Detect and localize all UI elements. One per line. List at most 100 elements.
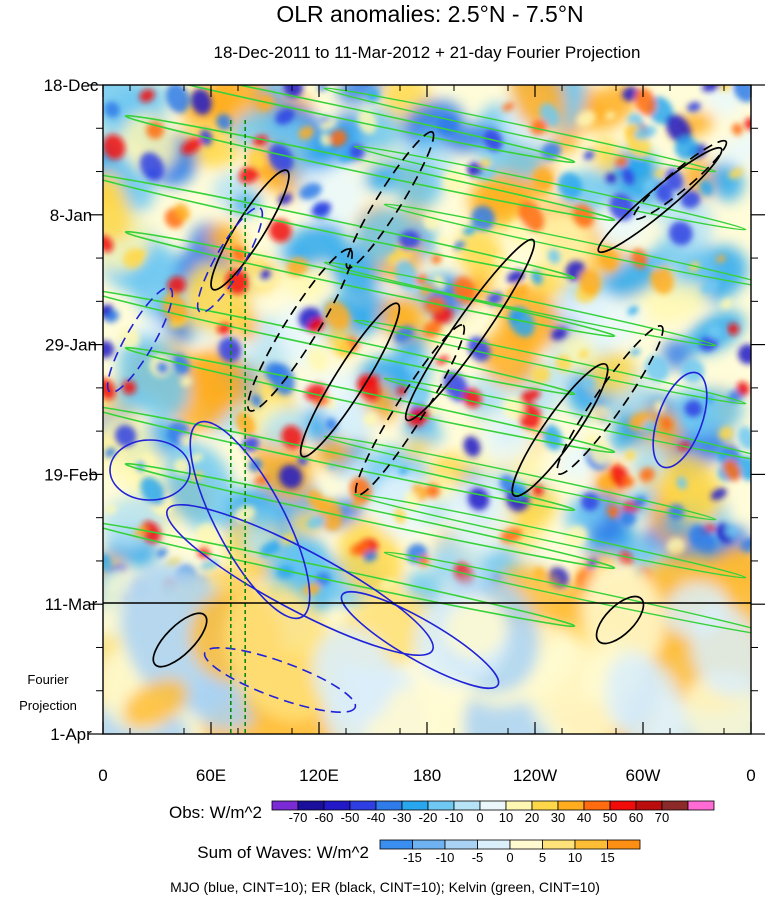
- x-tick-label: 120E: [299, 766, 339, 785]
- colorbar-swatch: [531, 800, 559, 811]
- colorbar-tick-label: 60: [629, 810, 643, 825]
- colorbar-tick-label: 40: [577, 810, 591, 825]
- anomaly-blob: [530, 365, 551, 385]
- anomaly-blob: [576, 110, 596, 127]
- anomaly-blob: [311, 201, 332, 217]
- anomaly-blob: [139, 152, 165, 181]
- er-contour: [354, 324, 466, 496]
- anomaly-blob: [639, 467, 655, 482]
- anomaly-blob: [190, 88, 212, 115]
- anomaly-blob: [119, 327, 140, 350]
- anomaly-blob: [156, 548, 168, 558]
- er-contour: [632, 139, 728, 221]
- anomaly-blob: [668, 504, 685, 521]
- anomaly-blob: [676, 476, 688, 490]
- anomaly-blob: [181, 138, 202, 155]
- er-contour: [345, 131, 435, 269]
- kelvin-contour: [103, 520, 576, 628]
- anomaly-blob: [736, 455, 751, 481]
- projection-label-line-2: Projection: [19, 698, 77, 713]
- anomaly-blob: [590, 206, 650, 250]
- anomaly-blob: [298, 126, 314, 140]
- anomaly-blob: [731, 123, 743, 136]
- anomaly-blob: [103, 340, 114, 359]
- anomaly-blob: [664, 582, 729, 638]
- colorbar-swatch: [323, 800, 351, 811]
- reference-lines: [230, 120, 246, 734]
- anomaly-blob: [189, 453, 204, 463]
- anomaly-blob: [103, 378, 116, 400]
- x-tick-label: 180: [413, 766, 441, 785]
- anomaly-blob: [105, 504, 117, 514]
- mjo-contour: [109, 439, 191, 501]
- anomaly-blob: [591, 138, 622, 175]
- anomaly-blob: [349, 477, 372, 504]
- projection-label-line-1: Fourier: [27, 672, 69, 687]
- y-tick-label: 11-Mar: [45, 595, 98, 614]
- anomaly-blob: [103, 134, 126, 160]
- anomaly-blob: [622, 476, 635, 488]
- anomaly-blob: [653, 169, 667, 178]
- kelvin-contour: [353, 319, 747, 405]
- anomaly-blob: [661, 339, 692, 370]
- anomaly-blob: [507, 283, 529, 300]
- anomaly-blob: [365, 687, 456, 734]
- anomaly-blob: [736, 381, 750, 396]
- anomaly-blob: [723, 459, 741, 482]
- colorbar-tick-label: -30: [393, 810, 412, 825]
- anomaly-blob: [118, 334, 190, 420]
- anomaly-blob: [605, 172, 617, 183]
- colorbar-tick-label: -20: [419, 810, 438, 825]
- anomaly-blob: [547, 249, 561, 264]
- colorbar-tick-label: 20: [525, 810, 539, 825]
- anomaly-blob: [704, 85, 743, 117]
- anomaly-blob: [307, 347, 328, 372]
- colorbar-swatch: [297, 800, 325, 811]
- obs-colorbar: -70 -60 -50 -40 -30 -20 -10 0 10 20 30 40 50 60 70: [271, 800, 715, 825]
- mjo-contour: [189, 420, 311, 620]
- colorbar-swatch: [542, 839, 576, 850]
- anomaly-blob: [305, 383, 327, 402]
- anomaly-blob: [218, 337, 242, 363]
- chart-subtitle: 18-Dec-2011 to 11-Mar-2012 + 21-day Four…: [214, 43, 641, 62]
- anomaly-blob: [282, 221, 346, 268]
- kelvin-contour: [124, 114, 616, 222]
- y-tick-label: 8-Jan: [50, 206, 93, 225]
- mjo-contour: [106, 286, 174, 394]
- anomaly-blob: [634, 125, 657, 140]
- anomaly-blob: [444, 598, 507, 659]
- anomaly-blob: [404, 491, 420, 510]
- colorbar-swatch: [453, 800, 481, 811]
- anomaly-blob: [684, 400, 703, 418]
- anomaly-blob: [578, 349, 589, 359]
- kelvin-contour: [124, 230, 616, 338]
- x-tick-label: 0: [746, 766, 755, 785]
- anomaly-blob: [479, 159, 492, 169]
- anomaly-blob: [123, 678, 189, 729]
- kelvin-contour: [383, 203, 751, 289]
- anomaly-blob: [103, 553, 113, 574]
- anomaly-blob: [423, 320, 442, 338]
- anomaly-blob: [279, 464, 303, 489]
- anomaly-blob: [259, 269, 272, 281]
- anomaly-blob: [123, 248, 144, 269]
- waves-colorbar-label: Sum of Waves: W/m^2: [197, 843, 369, 862]
- kelvin-contour: [103, 85, 576, 164]
- colorbar-swatch: [427, 800, 455, 811]
- anomaly-blob: [716, 255, 726, 263]
- colorbar-tick-label: -15: [403, 850, 422, 865]
- waves-colorbar: -15 -10 -5 0 5 10 15: [379, 839, 641, 865]
- anomaly-blob: [558, 172, 583, 199]
- kelvin-contour: [383, 551, 751, 637]
- anomaly-blob: [306, 515, 326, 529]
- anomaly-blob: [674, 136, 699, 160]
- anomaly-blob: [431, 254, 442, 264]
- anomaly-blob: [634, 87, 657, 116]
- colorbar-tick-label: 50: [603, 810, 617, 825]
- x-tick-label: 0: [98, 766, 107, 785]
- anomaly-blob: [225, 582, 338, 723]
- colorbar-swatch: [574, 839, 608, 850]
- anomaly-blob: [630, 349, 641, 356]
- colorbar-swatch: [557, 800, 585, 811]
- anomaly-blob: [319, 119, 336, 130]
